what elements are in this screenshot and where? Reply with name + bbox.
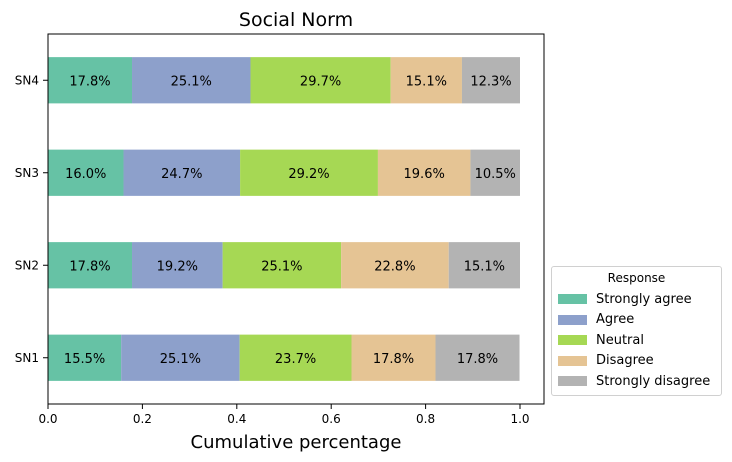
x-axis-label: Cumulative percentage <box>191 432 402 453</box>
x-tick-label: 0.0 <box>38 412 57 426</box>
legend-swatch <box>558 335 587 345</box>
bar-segment <box>48 149 124 196</box>
bar-segment <box>390 57 462 104</box>
y-tick-label: SN4 <box>15 73 39 87</box>
data-label: 12.3% <box>470 74 511 89</box>
bar-segment <box>435 334 520 381</box>
legend-entry: Neutral <box>558 331 644 349</box>
bar-segment <box>132 242 223 289</box>
legend-entry: Strongly agree <box>558 290 692 308</box>
data-label: 17.8% <box>69 259 110 274</box>
bar-segment <box>351 334 436 381</box>
legend-entry: Disagree <box>558 352 654 370</box>
data-label: 29.2% <box>288 167 329 182</box>
legend-swatch <box>558 314 587 325</box>
chart-title: Social Norm <box>239 9 353 31</box>
legend-swatch <box>558 294 587 304</box>
bar-segment <box>461 57 520 104</box>
legend: Response Strongly agree Agree Neutral Disag… <box>551 266 722 396</box>
bar-segment <box>121 334 240 381</box>
bar-segment <box>48 334 122 381</box>
data-label: 10.5% <box>475 167 516 182</box>
legend-swatch <box>558 355 587 366</box>
x-tick-label: 1.0 <box>510 412 529 426</box>
bar-segment <box>239 334 352 381</box>
y-tick-label: SN1 <box>15 351 39 365</box>
x-axis: 0.0 0.2 0.4 0.6 0.8 1.0 <box>38 404 530 426</box>
data-label: 15.1% <box>464 259 505 274</box>
legend-label: Neutral <box>596 332 644 348</box>
data-label: 29.7% <box>300 74 341 89</box>
data-label: 19.6% <box>404 167 445 182</box>
data-label: 25.1% <box>160 352 201 367</box>
bar-segment <box>48 242 133 289</box>
data-label: 17.8% <box>373 352 414 367</box>
data-label: 19.2% <box>157 259 198 274</box>
bar-segment <box>448 242 520 289</box>
legend-title: Response <box>607 271 666 285</box>
plot-frame <box>47 33 545 405</box>
data-label: 22.8% <box>374 259 415 274</box>
bar-segment <box>132 57 251 104</box>
legend-label: Agree <box>596 312 635 327</box>
data-label: 17.8% <box>457 352 498 367</box>
legend-label: Disagree <box>596 353 654 368</box>
x-tick-label: 0.6 <box>322 412 341 426</box>
legend-entry: Agree <box>558 311 634 329</box>
bar-segment <box>240 149 378 196</box>
data-label: 25.1% <box>171 74 212 89</box>
y-tick-label: SN2 <box>15 258 39 272</box>
bar-segment <box>341 242 449 289</box>
data-label: 25.1% <box>261 259 302 274</box>
y-axis: SN1 SN2 SN3 SN4 <box>15 73 48 365</box>
data-label: 23.7% <box>275 352 316 367</box>
data-label: 24.7% <box>161 167 202 182</box>
bars-group: 15.5% 25.1% 23.7% 17.8% 17.8% 17.8% 19.2% 25.1%… <box>48 57 520 381</box>
bar-segment <box>222 242 342 289</box>
bar-segment <box>250 57 391 104</box>
bar-segment <box>377 149 471 196</box>
y-tick-label: SN3 <box>15 166 39 180</box>
data-label: 16.0% <box>65 167 106 182</box>
bar-segment <box>123 149 241 196</box>
legend-label: Strongly agree <box>596 291 692 307</box>
bar-segment <box>470 149 520 196</box>
legend-swatch <box>558 376 587 386</box>
x-tick-label: 0.4 <box>227 412 246 426</box>
data-label: 17.8% <box>69 74 110 89</box>
x-tick-label: 0.2 <box>133 412 152 426</box>
bar-segment <box>48 57 133 104</box>
legend-entry: Strongly disagree <box>558 372 710 390</box>
legend-label: Strongly disagree <box>596 373 711 389</box>
x-tick-label: 0.8 <box>416 412 435 426</box>
data-label: 15.5% <box>64 352 105 367</box>
data-label: 15.1% <box>406 74 447 89</box>
